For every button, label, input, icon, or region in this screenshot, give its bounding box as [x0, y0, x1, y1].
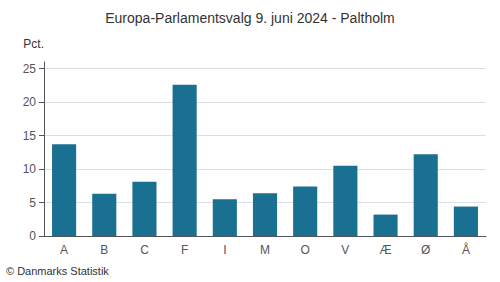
svg-text:A: A [60, 243, 68, 257]
svg-text:10: 10 [23, 162, 37, 176]
svg-text:5: 5 [29, 196, 36, 210]
svg-text:Æ: Æ [380, 243, 392, 257]
svg-text:C: C [140, 243, 149, 257]
svg-text:Å: Å [462, 242, 470, 257]
svg-text:Ø: Ø [421, 243, 430, 257]
svg-text:F: F [181, 243, 188, 257]
svg-text:Pct.: Pct. [23, 37, 44, 51]
svg-text:O: O [301, 243, 310, 257]
svg-text:0: 0 [29, 229, 36, 243]
svg-text:I: I [223, 243, 226, 257]
svg-text:25: 25 [23, 62, 37, 76]
svg-text:15: 15 [23, 129, 37, 143]
svg-text:M: M [260, 243, 270, 257]
svg-text:B: B [100, 243, 108, 257]
svg-text:© Danmarks Statistik: © Danmarks Statistik [6, 265, 109, 277]
svg-text:Europa-Parlamentsvalg 9. juni: Europa-Parlamentsvalg 9. juni 2024 - Pal… [105, 10, 395, 26]
svg-text:20: 20 [23, 95, 37, 109]
svg-text:V: V [341, 243, 349, 257]
